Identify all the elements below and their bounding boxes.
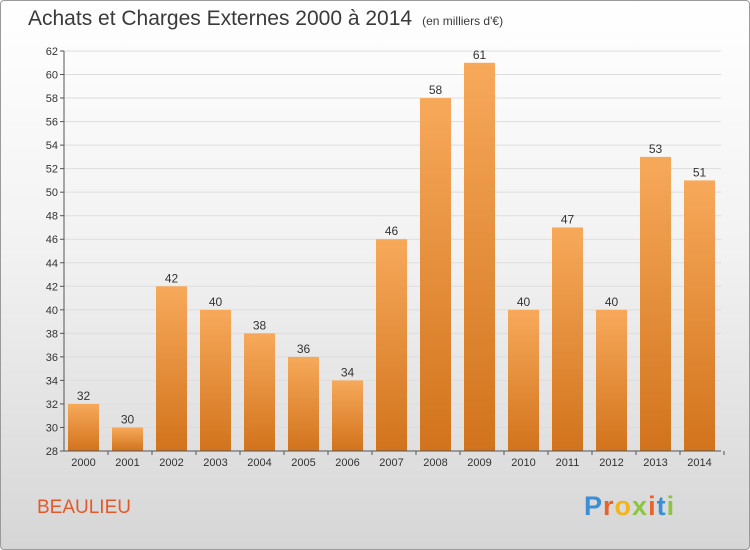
y-tick-label: 46 (46, 234, 58, 246)
x-tick-label-2014: 2014 (687, 457, 711, 469)
y-tick-label: 52 (46, 164, 58, 176)
x-tick-label-2007: 2007 (379, 457, 403, 469)
proxiti-logo: Proxiti (584, 491, 675, 522)
x-tick-label-2003: 2003 (203, 457, 227, 469)
bar-2005 (288, 356, 319, 451)
logo-letter: o (614, 491, 633, 521)
y-tick-label: 30 (46, 422, 58, 434)
x-tick-label-2005: 2005 (291, 457, 315, 469)
logo-letter: i (666, 491, 676, 521)
city-name: BEAULIEU (37, 497, 131, 518)
bar-2012 (596, 309, 627, 451)
y-tick-label: 34 (46, 375, 58, 387)
y-tick-label: 50 (46, 187, 58, 199)
data-label-2005: 36 (297, 342, 311, 356)
data-label-2001: 30 (121, 412, 135, 426)
y-tick-label: 38 (46, 328, 58, 340)
bar-2009 (464, 62, 495, 451)
x-tick-label-2010: 2010 (511, 457, 535, 469)
data-label-2003: 40 (209, 295, 223, 309)
y-tick-label: 48 (46, 211, 58, 223)
bar-2010 (508, 309, 539, 451)
bar-2004 (244, 333, 275, 451)
bar-2011 (552, 227, 583, 451)
x-tick-label-2000: 2000 (71, 457, 95, 469)
y-tick-label: 44 (46, 258, 58, 270)
y-tick-label: 60 (46, 70, 58, 82)
data-label-2012: 40 (605, 295, 619, 309)
bar-2008 (420, 98, 451, 451)
bar-2006 (332, 380, 363, 451)
x-tick-label-2008: 2008 (423, 457, 447, 469)
logo-letter: x (632, 491, 649, 521)
chart-title-text: Achats et Charges Externes 2000 à 2014 (28, 7, 413, 30)
bar-series: 32 30 42 40 38 36 34 46 58 61 40 47 40 53 51 (68, 48, 715, 452)
data-label-2007: 46 (385, 224, 399, 238)
chart-unit-label: (en milliers d'€) (422, 14, 504, 28)
y-tick-label: 40 (46, 305, 58, 317)
data-label-2014: 51 (693, 165, 707, 179)
x-tick-label-2013: 2013 (643, 457, 667, 469)
data-label-2011: 47 (561, 212, 575, 226)
x-tick-label-2001: 2001 (115, 457, 139, 469)
data-label-2009: 61 (473, 48, 487, 62)
bar-2001 (112, 427, 143, 451)
logo-letter: r (603, 491, 615, 521)
bar-2007 (376, 239, 407, 451)
bar-2014 (684, 180, 715, 452)
logo-letter: i (648, 491, 657, 521)
x-tick-label-2012: 2012 (599, 457, 623, 469)
data-label-2004: 38 (253, 318, 267, 332)
data-label-2008: 58 (429, 83, 443, 97)
data-label-2002: 42 (165, 271, 179, 285)
data-label-2013: 53 (649, 142, 663, 156)
y-tick-label: 32 (46, 399, 58, 411)
y-tick-label: 42 (46, 281, 58, 293)
x-tick-label-2011: 2011 (556, 457, 580, 469)
bar-2002 (156, 286, 187, 451)
logo-letter: P (584, 491, 604, 521)
bar-2003 (200, 309, 231, 451)
x-tick-label-2004: 2004 (247, 457, 271, 469)
data-label-2000: 32 (77, 389, 91, 403)
y-tick-label: 54 (46, 140, 58, 152)
y-tick-label: 56 (46, 117, 58, 129)
y-tick-label: 36 (46, 352, 58, 364)
data-label-2006: 34 (341, 365, 355, 379)
logo-letter: t (656, 491, 667, 521)
bar-2013 (640, 156, 671, 451)
y-tick-label: 28 (46, 446, 58, 458)
data-label-2010: 40 (517, 295, 531, 309)
y-tick-label: 62 (46, 46, 58, 58)
bar-2000 (68, 403, 99, 451)
x-tick-label-2009: 2009 (467, 457, 491, 469)
axes: 28 30 32 34 36 38 40 42 44 46 48 50 52 54 56 58 60 62 2000… (46, 46, 725, 469)
y-tick-label: 58 (46, 93, 58, 105)
x-tick-label-2002: 2002 (159, 457, 183, 469)
x-tick-label-2006: 2006 (335, 457, 359, 469)
chart-title: Achats et Charges Externes 2000 à 2014 (e… (28, 7, 503, 31)
